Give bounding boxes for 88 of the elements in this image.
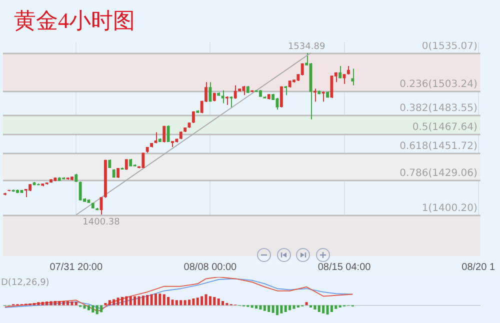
bar: [330, 305, 333, 312]
bar: [50, 301, 52, 306]
bar: [112, 299, 116, 306]
bar: [255, 305, 258, 309]
bar: [171, 300, 174, 306]
bar: [150, 294, 153, 306]
bar: [83, 305, 86, 309]
bar: [288, 305, 292, 310]
x-tick-label: 07/31 20:00: [50, 262, 103, 273]
ref-line-label: 0.5(1467.64): [412, 122, 478, 134]
bar: [167, 297, 170, 306]
ref-line-label: 0.786(1429.06): [400, 168, 478, 180]
bar: [259, 305, 262, 310]
bar: [213, 297, 216, 306]
bar: [292, 305, 296, 309]
x-tick-label: 08/08 00:00: [184, 262, 238, 273]
candlestick: [234, 84, 237, 100]
bar: [158, 294, 162, 306]
bar: [222, 300, 224, 306]
bar: [108, 300, 111, 306]
bar: [326, 305, 329, 315]
ref-line-label: 0.618(1451.72): [400, 141, 478, 152]
bar: [217, 298, 220, 306]
bar: [314, 305, 316, 310]
bar: [318, 305, 320, 312]
bar: [188, 300, 191, 306]
bar: [154, 294, 157, 306]
candlestick: [351, 68, 354, 86]
bar: [284, 305, 287, 312]
candlestick: [342, 74, 346, 84]
bar: [192, 298, 195, 306]
x-tick-label: 08/15 04:00: [318, 262, 372, 273]
candlestick: [313, 88, 316, 102]
bar: [184, 300, 186, 306]
bar: [175, 300, 178, 306]
bar: [322, 305, 325, 314]
bar: [87, 305, 90, 310]
bar: [250, 305, 254, 308]
bar: [46, 302, 48, 306]
bar: [268, 305, 270, 312]
candlestick: [338, 66, 342, 79]
bar: [208, 296, 212, 306]
bar: [162, 294, 166, 306]
bar: [204, 294, 208, 306]
bar: [146, 295, 149, 306]
bar: [200, 296, 204, 306]
bar: [180, 300, 182, 306]
bar: [196, 298, 199, 306]
bar: [280, 305, 283, 314]
bar: [334, 305, 338, 309]
bar: [305, 302, 308, 306]
candlestick: [280, 86, 283, 108]
ref-line-label: 1(1400.20): [422, 203, 478, 214]
bar: [120, 297, 124, 306]
bar: [37, 302, 40, 306]
bar: [129, 296, 132, 306]
candlestick: [142, 152, 145, 169]
chart-title: D(12,26,9): [1, 278, 50, 288]
bar: [263, 305, 266, 311]
bar: [276, 305, 278, 316]
bar: [125, 296, 128, 306]
candlestick: [284, 86, 288, 96]
bar: [134, 296, 136, 306]
bar: [142, 296, 144, 306]
bar: [92, 305, 94, 313]
candlestick: [208, 82, 212, 102]
candlestick: [221, 90, 224, 104]
bar: [100, 305, 103, 312]
candlestick: [124, 158, 128, 170]
bar: [96, 305, 98, 314]
chart-title: 黄金4小时图: [14, 7, 135, 35]
ref-line-label: 0.382(1483.55): [400, 103, 478, 114]
x-tick-label: 08/20 1: [462, 262, 496, 273]
bar: [138, 296, 140, 306]
candlestick: [322, 91, 325, 102]
ref-line-label: 0.236(1503.24): [400, 79, 478, 90]
bar: [54, 300, 56, 306]
annotation: 1534.89: [288, 42, 326, 52]
bar: [58, 300, 61, 306]
annotation: 1400.38: [82, 218, 120, 228]
bar: [272, 305, 274, 313]
bar: [70, 302, 74, 306]
candlestick: [162, 125, 166, 143]
candlestick: [78, 181, 82, 201]
bar: [62, 300, 65, 306]
candlestick: [166, 125, 170, 143]
bar: [116, 298, 120, 306]
candlestick: [330, 75, 334, 99]
